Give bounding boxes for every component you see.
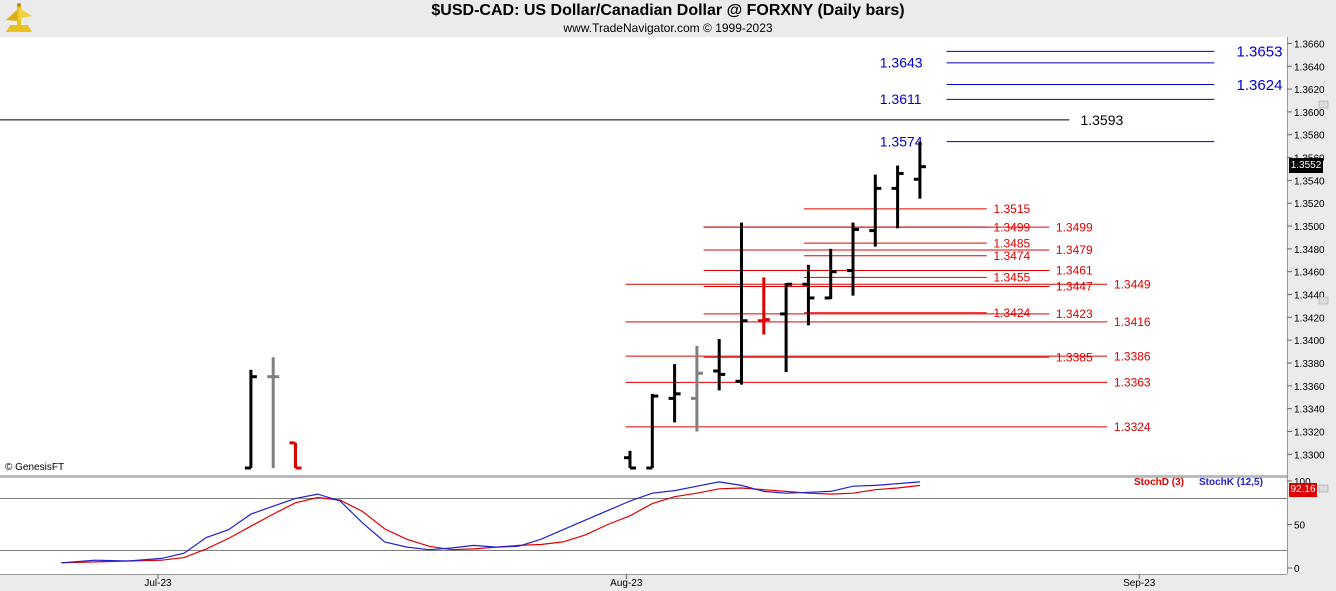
level-label-1.3515: 1.3515 [993,202,1030,216]
price-tick-label: 1.3420 [1294,313,1325,324]
level-label-1.3574: 1.3574 [880,133,923,149]
ohlc-bar [646,393,659,470]
watermark: © GenesisFT [5,462,65,473]
level-label-1.3485: 1.3485 [993,236,1030,250]
price-tick-label: 1.3380 [1294,359,1325,370]
oscillator-panel [0,478,1287,574]
chart-subtitle: www.TradeNavigator.com © 1999-2023 [563,21,773,35]
price-tick-label: 1.3520 [1294,199,1325,210]
level-label-1.3593: 1.3593 [1080,112,1123,128]
price-tick-label: 1.3440 [1294,291,1325,302]
price-bars [244,141,926,470]
oscillator-axis: 0 50 100 [0,477,1311,575]
osc-tick-label: 0 [1294,564,1300,575]
ohlc-bar [824,248,837,300]
level-label-1.3474: 1.3474 [993,249,1030,263]
scroll-button-osc[interactable] [1318,484,1329,493]
price-tick-label: 1.3480 [1294,245,1325,256]
stochastic-oscillator [61,481,920,564]
price-tick-label: 1.3340 [1294,405,1325,416]
ohlc-bar [267,357,280,468]
price-panel [0,37,1287,475]
stoch-k-line [61,481,920,564]
level-label-1.3423: 1.3423 [1056,307,1093,321]
level-label-1.3499: 1.3499 [1056,220,1093,234]
price-tick-label: 1.3620 [1294,85,1325,96]
level-label-1.3653: 1.3653 [1237,44,1283,61]
ohlc-bar [913,141,926,199]
ohlc-bar [244,369,257,470]
ohlc-bar [289,441,302,470]
ohlc-bar [690,345,703,432]
price-tick-label: 1.3320 [1294,427,1325,438]
level-label-1.3624: 1.3624 [1237,77,1283,94]
level-label-1.3479: 1.3479 [1056,243,1093,257]
price-tick-label: 1.3580 [1294,131,1325,142]
time-tick-label: Sep-23 [1123,578,1156,589]
level-label-1.3324: 1.3324 [1114,420,1151,434]
scroll-button-bottom[interactable] [1318,100,1329,109]
ohlc-bar [735,222,748,385]
trade-navigator-logo-icon [6,3,32,32]
stoch-last-value-marker: 92.16 [1289,483,1317,497]
level-label-1.3416: 1.3416 [1114,315,1151,329]
stoch-d-legend: StochD (3) [1134,477,1184,488]
ohlc-bar [668,364,681,423]
level-label-1.3424: 1.3424 [993,306,1030,320]
ohlc-bar [891,165,904,229]
chart-header: $USD-CAD: US Dollar/Canadian Dollar @ FO… [0,0,1336,37]
osc-tick-label: 100 [1294,477,1311,488]
price-tick-label: 1.3300 [1294,450,1325,461]
level-label-1.3447: 1.3447 [1056,280,1093,294]
ohlc-bar [624,450,636,470]
ohlc-bar [869,174,882,247]
level-label-1.3461: 1.3461 [1056,264,1093,278]
level-label-1.3449: 1.3449 [1114,277,1151,291]
ohlc-bar [847,222,859,296]
price-tick-label: 1.3600 [1294,108,1325,119]
level-label-1.3386: 1.3386 [1114,349,1151,363]
price-tick-label: 1.3640 [1294,62,1325,73]
level-label-1.3611: 1.3611 [880,91,922,107]
ohlc-bar [780,282,793,373]
scroll-button-top[interactable] [1318,296,1329,305]
price-tick-label: 1.3500 [1294,222,1325,233]
price-tick-label: 1.3460 [1294,268,1325,279]
level-label-1.3455: 1.3455 [993,271,1030,285]
ohlc-bar [713,339,726,391]
time-axis: Jul-23 Aug-23 Sep-23 [144,574,1156,589]
ohlc-bar [802,264,815,326]
price-tick-label: 1.3660 [1294,39,1325,50]
price-levels: 1.3653 1.3643 1.3624 1.3611 1.3593 1.3574 1.35… [0,44,1282,434]
level-label-1.3643: 1.3643 [880,55,923,71]
time-tick-label: Jul-23 [144,578,172,589]
level-label-1.3385: 1.3385 [1056,350,1093,364]
price-tick-label: 1.3540 [1294,176,1325,187]
price-tick-label: 1.3400 [1294,336,1325,347]
ohlc-bar [757,277,770,335]
chart-title: $USD-CAD: US Dollar/Canadian Dollar @ FO… [431,2,905,19]
last-price-marker: 1.3552 [1289,158,1323,173]
level-label-1.3363: 1.3363 [1114,376,1151,390]
time-tick-label: Aug-23 [610,578,643,589]
price-tick-label: 1.3360 [1294,382,1325,393]
stoch-k-legend: StochK (12,5) [1199,477,1263,488]
osc-tick-label: 50 [1294,521,1306,532]
